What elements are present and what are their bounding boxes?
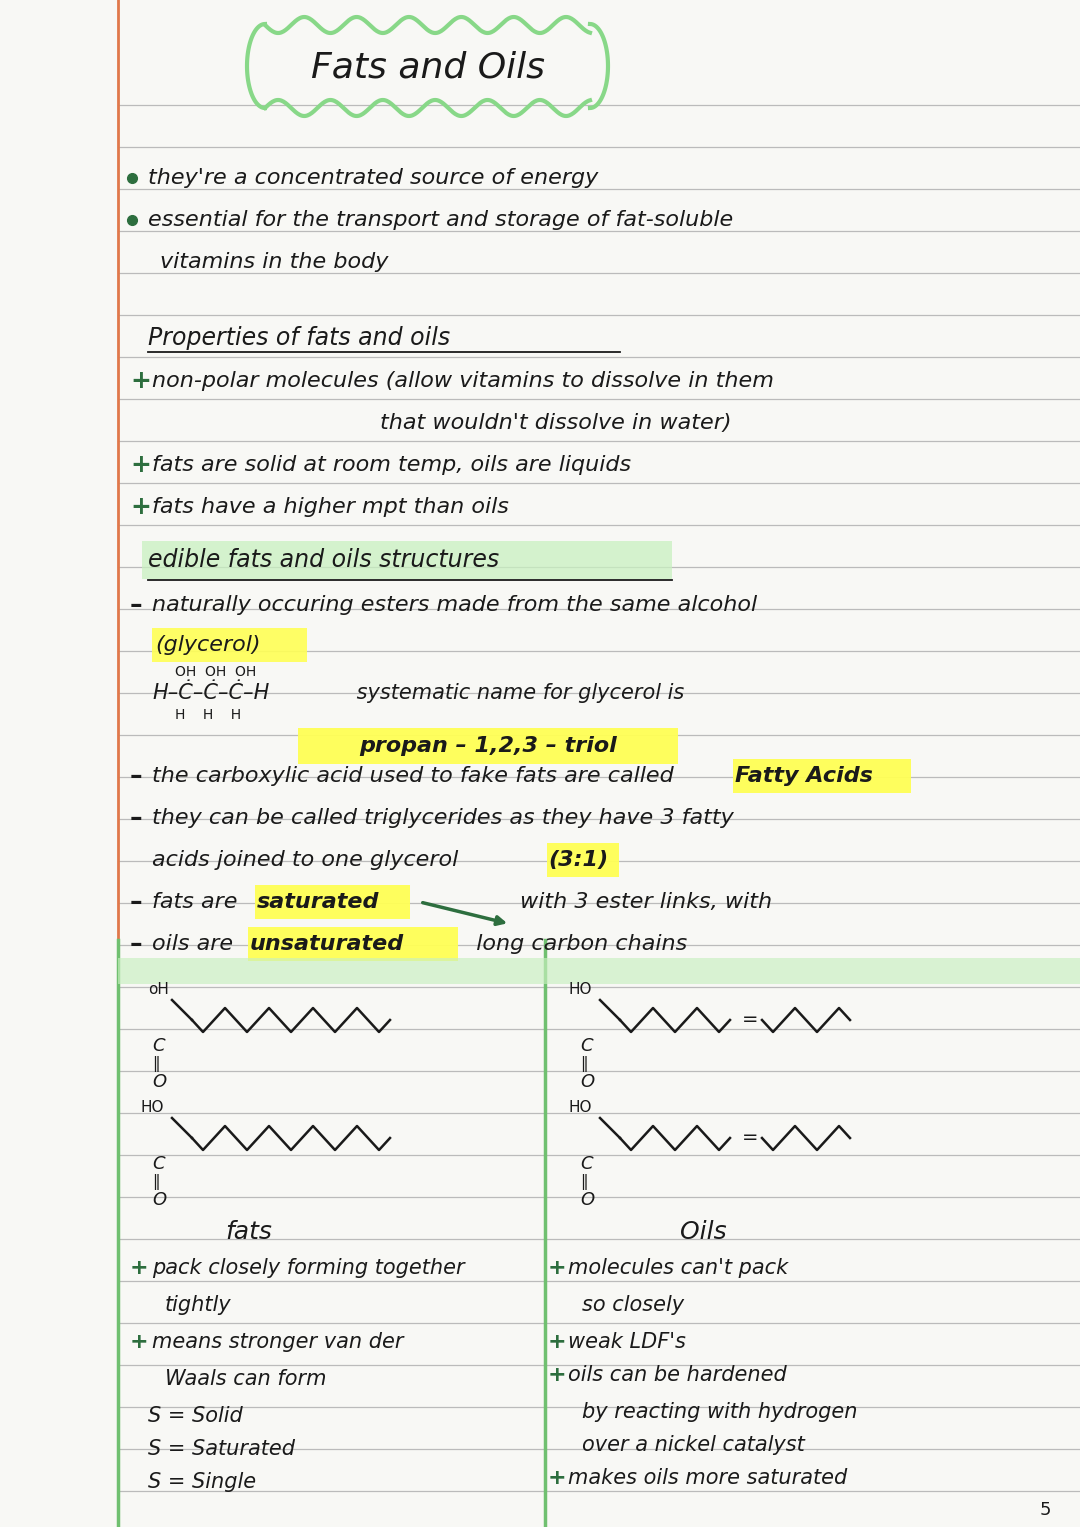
Text: +: + [130, 1332, 149, 1351]
Text: =: = [742, 1011, 758, 1029]
Text: molecules can't pack: molecules can't pack [568, 1258, 788, 1278]
Text: +: + [548, 1467, 567, 1487]
Text: propan – 1,2,3 – triol: propan – 1,2,3 – triol [360, 736, 617, 756]
Text: that wouldn't dissolve in water): that wouldn't dissolve in water) [380, 412, 731, 434]
Text: 5: 5 [1040, 1501, 1052, 1519]
Text: –: – [130, 806, 143, 831]
Text: C: C [152, 1154, 164, 1173]
Text: HO: HO [568, 982, 592, 997]
Text: +: + [548, 1258, 567, 1278]
Text: so closely: so closely [582, 1295, 684, 1315]
Text: O: O [152, 1073, 166, 1090]
Bar [255, 886, 410, 919]
Text: ‖: ‖ [152, 1174, 160, 1190]
Text: O: O [580, 1191, 594, 1209]
Text: HO: HO [568, 1101, 592, 1116]
Text: acids joined to one glycerol: acids joined to one glycerol [152, 851, 465, 870]
Text: C: C [580, 1154, 593, 1173]
Text: +: + [130, 370, 151, 392]
Text: –: – [130, 592, 143, 617]
Text: +: + [548, 1332, 567, 1351]
Text: fats: fats [225, 1220, 272, 1245]
Bar [118, 957, 1080, 983]
Bar [733, 759, 912, 793]
Text: C: C [152, 1037, 164, 1055]
Text: ‖: ‖ [580, 1174, 588, 1190]
Text: vitamins in the body: vitamins in the body [160, 252, 389, 272]
Text: Oils: Oils [680, 1220, 727, 1245]
Text: O: O [580, 1073, 594, 1090]
Text: Fatty Acids: Fatty Acids [735, 767, 873, 786]
Text: means stronger van der: means stronger van der [152, 1332, 404, 1351]
Bar [248, 927, 458, 960]
Text: (3:1): (3:1) [548, 851, 608, 870]
Text: the carboxylic acid used to fake fats are called: the carboxylic acid used to fake fats ar… [152, 767, 680, 786]
Text: by reacting with hydrogen: by reacting with hydrogen [582, 1402, 858, 1422]
Text: +: + [548, 1365, 567, 1385]
Text: S = Single: S = Single [148, 1472, 256, 1492]
Text: S = Saturated: S = Saturated [148, 1438, 295, 1458]
Text: +: + [130, 1258, 149, 1278]
Text: OH  OH  OH: OH OH OH [175, 664, 256, 680]
Text: O: O [152, 1191, 166, 1209]
Text: –: – [130, 764, 143, 788]
Text: oils can be hardened: oils can be hardened [568, 1365, 786, 1385]
Text: Properties of fats and oils: Properties of fats and oils [148, 325, 450, 350]
Bar [298, 728, 678, 764]
Bar [546, 843, 619, 876]
Text: HO: HO [140, 1101, 163, 1116]
Text: =: = [742, 1128, 758, 1147]
Text: fats have a higher mpt than oils: fats have a higher mpt than oils [152, 496, 509, 518]
Text: long carbon chains: long carbon chains [462, 935, 687, 954]
Text: unsaturated: unsaturated [249, 935, 404, 954]
Text: ‖: ‖ [152, 1057, 160, 1072]
Text: they can be called triglycerides as they have 3 fatty: they can be called triglycerides as they… [152, 808, 733, 828]
Text: S = Solid: S = Solid [148, 1406, 243, 1426]
Text: fats are solid at room temp, oils are liquids: fats are solid at room temp, oils are li… [152, 455, 631, 475]
Text: ‖: ‖ [580, 1057, 588, 1072]
Text: saturated: saturated [257, 892, 379, 912]
Text: Fats and Oils: Fats and Oils [311, 50, 545, 86]
Text: non-polar molecules (allow vitamins to dissolve in them: non-polar molecules (allow vitamins to d… [152, 371, 774, 391]
Text: H    H    H: H H H [175, 709, 241, 722]
Text: oils are: oils are [152, 935, 240, 954]
Bar [141, 541, 672, 579]
Text: essential for the transport and storage of fat-soluble: essential for the transport and storage … [148, 211, 733, 231]
Text: oH: oH [148, 982, 168, 997]
Text: with 3 ester links, with: with 3 ester links, with [519, 892, 772, 912]
Text: over a nickel catalyst: over a nickel catalyst [582, 1435, 805, 1455]
Text: makes oils more saturated: makes oils more saturated [568, 1467, 847, 1487]
Text: –: – [130, 890, 143, 915]
Text: H–Ċ–Ċ–Ċ–H: H–Ċ–Ċ–Ċ–H [152, 683, 269, 702]
Text: Waals can form: Waals can form [165, 1370, 326, 1390]
Text: –: – [130, 931, 143, 956]
Text: weak LDF's: weak LDF's [568, 1332, 686, 1351]
Bar [152, 628, 307, 663]
Text: pack closely forming together: pack closely forming together [152, 1258, 464, 1278]
Text: (glycerol): (glycerol) [156, 635, 260, 655]
Text: +: + [130, 454, 151, 476]
Text: naturally occuring esters made from the same alcohol: naturally occuring esters made from the … [152, 596, 757, 615]
Text: C: C [580, 1037, 593, 1055]
Text: fats are: fats are [152, 892, 245, 912]
Text: +: + [130, 495, 151, 519]
Text: tightly: tightly [165, 1295, 231, 1315]
Text: systematic name for glycerol is: systematic name for glycerol is [350, 683, 685, 702]
Text: they're a concentrated source of energy: they're a concentrated source of energy [148, 168, 598, 188]
Text: edible fats and oils structures: edible fats and oils structures [148, 548, 499, 573]
